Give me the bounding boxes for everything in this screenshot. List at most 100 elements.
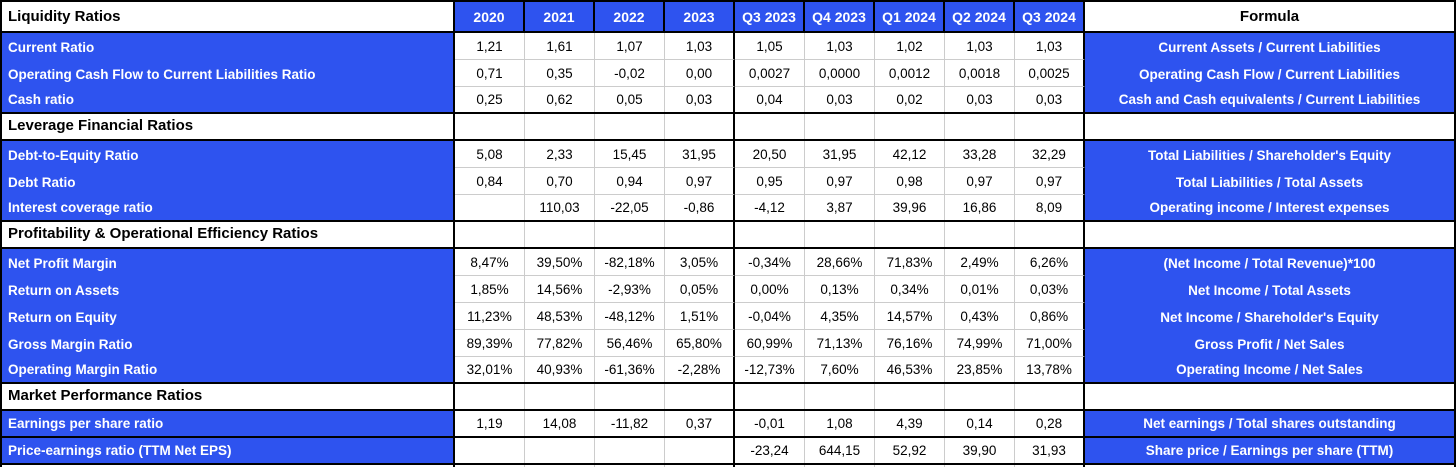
- value-cell[interactable]: 0,35: [525, 60, 595, 87]
- value-cell[interactable]: 1,51%: [665, 303, 735, 330]
- value-cell[interactable]: [805, 384, 875, 409]
- value-cell[interactable]: [595, 438, 665, 463]
- value-cell[interactable]: -11,82: [595, 411, 665, 436]
- row-label[interactable]: Operating Margin Ratio: [2, 357, 455, 382]
- value-cell[interactable]: 52,92: [875, 438, 945, 463]
- value-cell[interactable]: 110,03: [525, 195, 595, 220]
- column-header-q3-2024[interactable]: Q3 2024: [1015, 2, 1085, 31]
- value-cell[interactable]: 0,03%: [1015, 276, 1085, 303]
- value-cell[interactable]: 0,97: [945, 168, 1015, 195]
- value-cell[interactable]: [805, 114, 875, 139]
- value-cell[interactable]: 0,86%: [1015, 303, 1085, 330]
- column-header-2023[interactable]: 2023: [665, 2, 735, 31]
- value-cell[interactable]: 42,12: [875, 141, 945, 168]
- value-cell[interactable]: 6,26%: [1015, 249, 1085, 276]
- empty-cell[interactable]: [1015, 465, 1085, 467]
- value-cell[interactable]: 0,0012: [875, 60, 945, 87]
- value-cell[interactable]: 0,05: [595, 87, 665, 112]
- value-cell[interactable]: 0,94: [595, 168, 665, 195]
- column-header-q1-2024[interactable]: Q1 2024: [875, 2, 945, 31]
- column-header-formula[interactable]: Formula: [1085, 2, 1454, 31]
- empty-cell[interactable]: [455, 465, 525, 467]
- value-cell[interactable]: 14,57%: [875, 303, 945, 330]
- value-cell[interactable]: 0,0018: [945, 60, 1015, 87]
- section-title[interactable]: Leverage Financial Ratios: [2, 114, 455, 139]
- value-cell[interactable]: 71,13%: [805, 330, 875, 357]
- empty-cell[interactable]: [805, 465, 875, 467]
- value-cell[interactable]: [1015, 222, 1085, 247]
- value-cell[interactable]: -61,36%: [595, 357, 665, 382]
- value-cell[interactable]: [665, 438, 735, 463]
- value-cell[interactable]: 32,29: [1015, 141, 1085, 168]
- value-cell[interactable]: 14,56%: [525, 276, 595, 303]
- value-cell[interactable]: [875, 222, 945, 247]
- row-label[interactable]: Debt Ratio: [2, 168, 455, 195]
- column-header-2022[interactable]: 2022: [595, 2, 665, 31]
- formula-cell[interactable]: Total Liabilities / Total Assets: [1085, 168, 1454, 195]
- value-cell[interactable]: 48,53%: [525, 303, 595, 330]
- value-cell[interactable]: 644,15: [805, 438, 875, 463]
- value-cell[interactable]: 74,99%: [945, 330, 1015, 357]
- row-label[interactable]: Gross Margin Ratio: [2, 330, 455, 357]
- value-cell[interactable]: 0,25: [455, 87, 525, 112]
- value-cell[interactable]: 0,03: [1015, 87, 1085, 112]
- value-cell[interactable]: 0,03: [665, 87, 735, 112]
- row-label[interactable]: Interest coverage ratio: [2, 195, 455, 220]
- formula-cell[interactable]: Net Income / Total Assets: [1085, 276, 1454, 303]
- value-cell[interactable]: 1,07: [595, 33, 665, 60]
- value-cell[interactable]: -23,24: [735, 438, 805, 463]
- value-cell[interactable]: -48,12%: [595, 303, 665, 330]
- value-cell[interactable]: [735, 114, 805, 139]
- column-header-2020[interactable]: 2020: [455, 2, 525, 31]
- row-label[interactable]: Cash ratio: [2, 87, 455, 112]
- value-cell[interactable]: 39,90: [945, 438, 1015, 463]
- value-cell[interactable]: 0,00: [665, 60, 735, 87]
- formula-cell[interactable]: Operating Cash Flow / Current Liabilitie…: [1085, 60, 1454, 87]
- column-header-q4-2023[interactable]: Q4 2023: [805, 2, 875, 31]
- value-cell[interactable]: 7,60%: [805, 357, 875, 382]
- value-cell[interactable]: [595, 384, 665, 409]
- column-header-q3-2023[interactable]: Q3 2023: [735, 2, 805, 31]
- value-cell[interactable]: 1,03: [665, 33, 735, 60]
- empty-cell[interactable]: [2, 465, 455, 467]
- formula-cell[interactable]: Gross Profit / Net Sales: [1085, 330, 1454, 357]
- row-label[interactable]: Operating Cash Flow to Current Liabiliti…: [2, 60, 455, 87]
- value-cell[interactable]: 60,99%: [735, 330, 805, 357]
- section-title[interactable]: Profitability & Operational Efficiency R…: [2, 222, 455, 247]
- value-cell[interactable]: [525, 438, 595, 463]
- value-cell[interactable]: 76,16%: [875, 330, 945, 357]
- value-cell[interactable]: 5,08: [455, 141, 525, 168]
- value-cell[interactable]: [735, 384, 805, 409]
- value-cell[interactable]: 0,0027: [735, 60, 805, 87]
- value-cell[interactable]: 0,28: [1015, 411, 1085, 436]
- value-cell[interactable]: 0,13%: [805, 276, 875, 303]
- value-cell[interactable]: 14,08: [525, 411, 595, 436]
- formula-cell[interactable]: Net Income / Shareholder's Equity: [1085, 303, 1454, 330]
- section-title-liquidity-ratios[interactable]: Liquidity Ratios: [2, 2, 455, 31]
- value-cell[interactable]: [455, 222, 525, 247]
- value-cell[interactable]: [455, 384, 525, 409]
- formula-cell[interactable]: Net earnings / Total shares outstanding: [1085, 411, 1454, 436]
- value-cell[interactable]: -2,93%: [595, 276, 665, 303]
- formula-cell[interactable]: [1085, 384, 1454, 409]
- row-label[interactable]: Return on Equity: [2, 303, 455, 330]
- empty-cell[interactable]: [525, 465, 595, 467]
- value-cell[interactable]: -0,34%: [735, 249, 805, 276]
- value-cell[interactable]: 23,85%: [945, 357, 1015, 382]
- value-cell[interactable]: 4,39: [875, 411, 945, 436]
- value-cell[interactable]: 0,01%: [945, 276, 1015, 303]
- value-cell[interactable]: 31,95: [805, 141, 875, 168]
- value-cell[interactable]: -22,05: [595, 195, 665, 220]
- empty-cell[interactable]: [665, 465, 735, 467]
- value-cell[interactable]: 33,28: [945, 141, 1015, 168]
- formula-cell[interactable]: Operating Income / Net Sales: [1085, 357, 1454, 382]
- value-cell[interactable]: 71,83%: [875, 249, 945, 276]
- value-cell[interactable]: 11,23%: [455, 303, 525, 330]
- value-cell[interactable]: 1,03: [805, 33, 875, 60]
- value-cell[interactable]: 1,61: [525, 33, 595, 60]
- value-cell[interactable]: 0,03: [945, 87, 1015, 112]
- value-cell[interactable]: 3,87: [805, 195, 875, 220]
- value-cell[interactable]: 15,45: [595, 141, 665, 168]
- row-label[interactable]: Price-earnings ratio (TTM Net EPS): [2, 438, 455, 463]
- value-cell[interactable]: 0,37: [665, 411, 735, 436]
